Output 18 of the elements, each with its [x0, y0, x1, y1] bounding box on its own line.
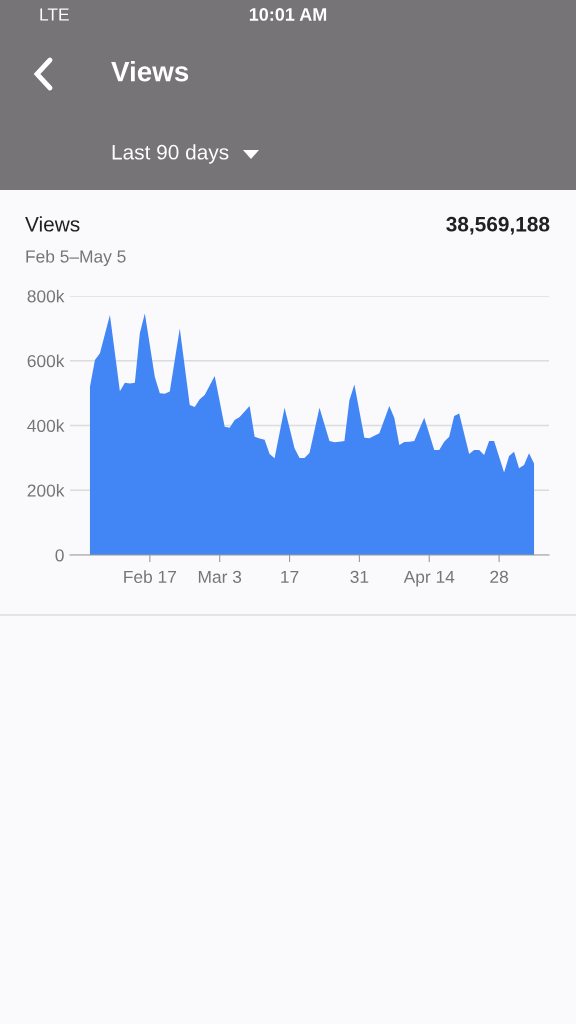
text: 38,569,188 — [446, 216, 550, 235]
chart-title: Views — [25, 216, 80, 232]
chart-subtitle: Feb 5–May 5 — [26, 249, 126, 267]
text: 10:01 AM — [249, 8, 327, 21]
text: LTE — [40, 8, 69, 21]
y-tick-label: 600k — [27, 354, 65, 368]
x-tick-label: Apr 14 — [403, 570, 455, 587]
x-tick-label: Mar 3 — [198, 570, 242, 584]
y-tick-label: 200k — [27, 483, 65, 497]
text: Last 90 days — [112, 144, 229, 164]
y-tick-label: 800k — [27, 289, 65, 303]
y-tick-label: 400k — [27, 419, 65, 432]
y-tick-label: 0 — [55, 549, 64, 562]
x-tick-label: 17 — [281, 570, 299, 583]
x-tick-label: 31 — [350, 570, 369, 584]
x-tick-label: Feb 17 — [124, 570, 176, 584]
text: Views — [111, 61, 189, 82]
x-tick-label: 28 — [490, 570, 509, 584]
